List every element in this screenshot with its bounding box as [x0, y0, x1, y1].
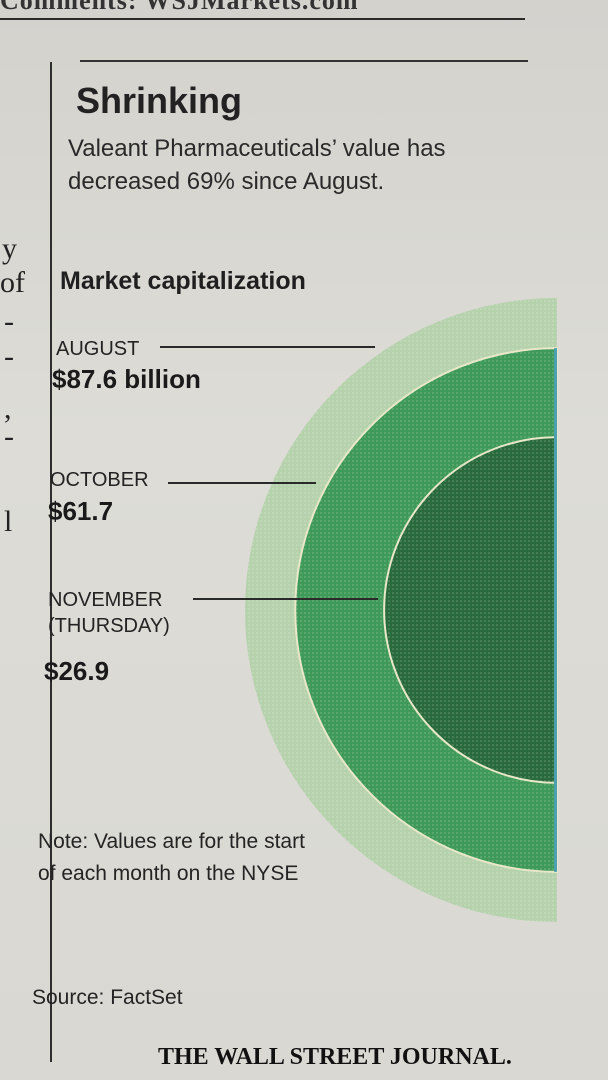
left-column-fragment: - [4, 305, 14, 338]
left-column-fragment: - [4, 340, 14, 373]
top-rule [0, 18, 525, 20]
october-leader-line [168, 482, 316, 484]
october-label: OCTOBER [50, 469, 149, 491]
publication-name: THE WALL STREET JOURNAL. [158, 1044, 512, 1070]
chart-title: Market capitalization [60, 267, 306, 295]
graphic-subtitle: Valeant Pharmaceuticals’ value has decre… [68, 135, 446, 195]
chart-note: Note: Values are for the start of each m… [38, 830, 305, 885]
chart-source: Source: FactSet [32, 986, 183, 1009]
november-label: NOVEMBER (THURSDAY) [48, 589, 170, 637]
left-column-fragment: y [2, 232, 17, 265]
left-column-fragment: - [4, 420, 14, 453]
header-fragment: Comments: WSJMarkets.com [0, 0, 359, 15]
august-label: AUGUST [56, 338, 140, 360]
november-value: $26.9 [44, 656, 110, 686]
november-leader-line [193, 598, 378, 600]
graphic-top-rule [80, 60, 528, 62]
left-column-fragment: of [0, 266, 25, 299]
august-value: $87.6 billion [52, 364, 201, 394]
column-rule [50, 62, 52, 1062]
october-value: $61.7 [48, 496, 114, 526]
left-column-fragment: , [4, 392, 12, 425]
graphic-title: Shrinking [76, 80, 243, 121]
chart-right-edge [554, 348, 557, 872]
left-column-fragment: l [4, 505, 13, 538]
august-leader-line [160, 346, 375, 348]
half-circle-texture [384, 437, 557, 783]
